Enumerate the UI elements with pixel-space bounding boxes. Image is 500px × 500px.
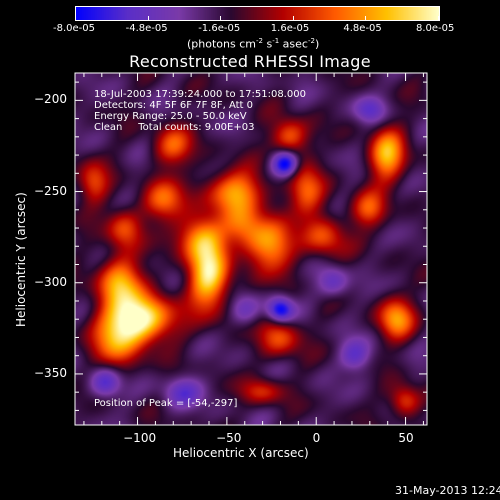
unit-exp2: -1 [272, 37, 280, 45]
unit-text: (photons cm [187, 37, 256, 51]
colorbar-frame [75, 6, 440, 21]
colorbar [75, 6, 439, 20]
unit-end: asec [279, 37, 308, 51]
colorbar-tick-label: 4.8e-05 [343, 23, 382, 34]
heatmap-image [75, 73, 427, 425]
colorbar-tick-mark [365, 16, 366, 20]
peak-position-label: Position of Peak = [-54,-297] [94, 398, 238, 409]
x-tick-label: 0 [312, 431, 321, 445]
x-axis-label: Heliocentric X (arcsec) [173, 446, 309, 460]
chart-title: Reconstructed RHESSI Image [129, 52, 371, 71]
annotation-line-3: Energy Range: 25.0 - 50.0 keV [94, 111, 247, 122]
x-tick-label: 50 [398, 431, 414, 445]
colorbar-tick-mark [220, 16, 221, 20]
colorbar-tick-label: 1.6e-05 [270, 23, 310, 34]
colorbar-tick-mark [293, 16, 294, 20]
colorbar-tick-label: -4.8e-05 [125, 23, 168, 34]
colorbar-unit-label: (photons cm-2 s-1 asec-2) [187, 37, 319, 51]
unit-exp3: -2 [307, 37, 315, 45]
colorbar-tick-label: 8.0e-05 [416, 23, 455, 34]
colorbar-tick-mark [75, 16, 76, 20]
x-tick-label: −50 [216, 431, 242, 445]
colorbar-tick-label: -8.0e-05 [53, 23, 95, 34]
y-tick-label: −250 [34, 183, 67, 198]
plot-frame [74, 72, 428, 426]
y-tick-label: −300 [34, 274, 67, 289]
colorbar-tick-label: -1.6e-05 [198, 23, 241, 34]
annotation-line-4: Clean Total counts: 9.00E+03 [94, 122, 255, 133]
footer-timestamp: 31-May-2013 12:24 [395, 484, 500, 497]
y-tick-label: −350 [34, 365, 67, 380]
x-tick-label: −100 [123, 431, 157, 445]
annotation-line-1: 18-Jul-2003 17:39:24.000 to 17:51:08.000 [94, 89, 306, 100]
colorbar-tick-mark [438, 16, 439, 20]
unit-mid: s [262, 37, 273, 51]
unit-exp1: -2 [255, 37, 263, 45]
unit-close: ) [314, 37, 320, 51]
colorbar-tick-mark [148, 16, 149, 20]
y-axis-label: Heliocentric Y (arcsec) [14, 192, 28, 327]
y-tick-label: −200 [34, 92, 67, 107]
annotation-line-2: Detectors: 4F 5F 6F 7F 8F, Att 0 [94, 100, 254, 111]
